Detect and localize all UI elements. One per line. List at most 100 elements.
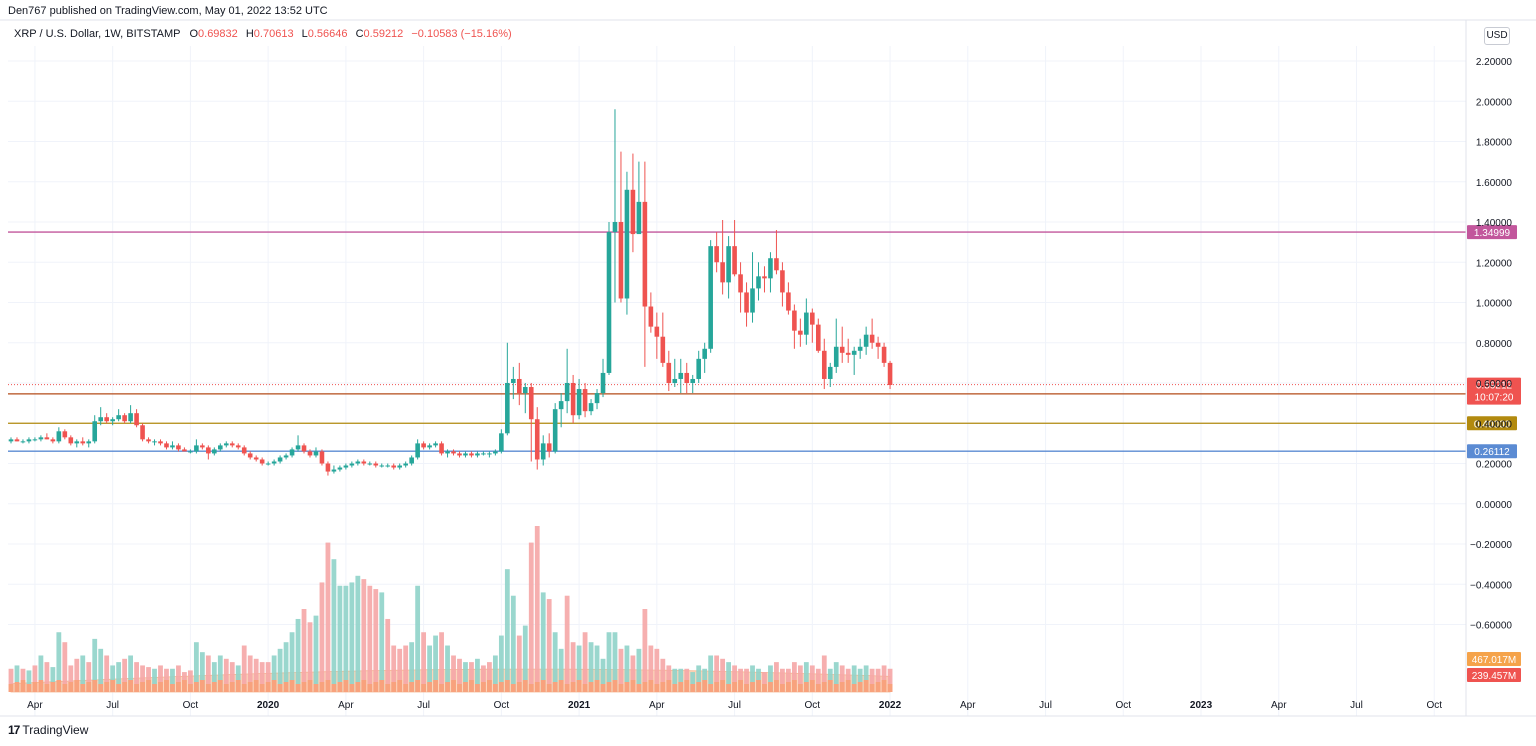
volume-bar-low	[50, 682, 56, 692]
volume-bar-low	[678, 682, 684, 692]
volume-bar-low	[528, 684, 534, 692]
candle-body	[379, 465, 385, 467]
price-tick-label: 1.00000	[1476, 299, 1513, 310]
time-tick-label: Jul	[417, 700, 430, 711]
volume-bar-low	[564, 684, 570, 692]
volume-bar-low	[498, 682, 504, 692]
volume-bar-low	[379, 680, 385, 692]
candles-layer	[8, 109, 893, 476]
volume-value-label: 239.457M	[1472, 671, 1516, 682]
candle-body	[833, 346, 839, 367]
candle-body	[367, 463, 373, 465]
volume-layer	[8, 526, 893, 693]
volume-bar	[582, 632, 588, 692]
candle-body	[277, 457, 283, 462]
volume-bar-low	[80, 684, 86, 692]
volume-bar	[672, 668, 678, 692]
volume-bar	[8, 668, 14, 692]
volume-bar	[355, 575, 361, 692]
volume-bar-low	[283, 682, 289, 692]
volume-bar-low	[26, 684, 32, 692]
candle-body	[146, 439, 151, 442]
volume-bar-low	[319, 682, 325, 692]
volume-bar-low	[445, 682, 450, 692]
volume-bar-low	[62, 684, 68, 692]
candle-body	[672, 378, 678, 383]
volume-bar	[857, 668, 863, 692]
candle-body	[552, 409, 558, 452]
candle-body	[642, 201, 648, 307]
volume-bar-low	[235, 680, 241, 692]
volume-bar-low	[786, 682, 791, 692]
candle-body	[816, 324, 821, 351]
candle-body	[403, 463, 408, 466]
currency-button[interactable]: USD	[1484, 27, 1510, 45]
volume-bar	[74, 658, 80, 692]
volume-bar	[451, 655, 456, 692]
volume-bar	[463, 662, 468, 692]
volume-bar	[552, 632, 558, 692]
volume-bar-low	[624, 682, 630, 692]
candle-body	[98, 417, 103, 422]
volume-bar-low	[546, 684, 552, 692]
candle-body	[612, 222, 618, 233]
candle-body	[720, 262, 725, 283]
candle-body	[14, 439, 20, 442]
level-price-label: 1.34999	[1474, 228, 1511, 239]
candle-body	[792, 310, 797, 331]
volume-bar	[654, 648, 660, 692]
candle-body	[475, 453, 480, 456]
volume-bar-low	[176, 682, 181, 692]
volume-bar-low	[325, 680, 331, 692]
price-tick-label: 2.00000	[1476, 97, 1513, 108]
volume-bar	[319, 582, 325, 692]
volume-bar	[313, 615, 319, 692]
level-price-tag	[1467, 225, 1517, 240]
candle-body	[122, 415, 127, 422]
volume-bar	[774, 662, 779, 692]
candle-body	[80, 441, 86, 444]
volume-bar	[92, 638, 98, 692]
volume-bar	[80, 655, 86, 692]
volume-bar-low	[391, 682, 397, 692]
volume-bar-low	[762, 684, 767, 692]
volume-bar	[176, 665, 181, 692]
candle-body	[762, 276, 767, 279]
volume-bar	[839, 665, 845, 692]
volume-bar	[98, 648, 104, 692]
legend-open-label: O	[189, 28, 199, 40]
volume-bar-low	[702, 680, 708, 692]
volume-bar	[259, 662, 265, 692]
legend-symbol: XRP / U.S. Dollar, 1W, BITSTAMP	[14, 28, 181, 40]
candle-body	[176, 445, 181, 450]
symbol-legend: XRP / U.S. Dollar, 1W, BITSTAMP O0.69832…	[14, 28, 517, 40]
level-price-label: 0.40000	[1474, 419, 1511, 430]
volume-bar	[564, 595, 570, 692]
volume-bar	[821, 655, 827, 692]
volume-bar-low	[827, 680, 833, 692]
volume-bar-low	[223, 684, 229, 692]
volume-bar	[714, 655, 720, 692]
candle-body	[331, 469, 337, 472]
volume-bar	[116, 662, 122, 692]
volume-bar	[253, 658, 259, 692]
candle-body	[684, 372, 690, 383]
volume-bar	[68, 665, 74, 692]
candle-body	[104, 417, 109, 422]
volume-bar-low	[558, 680, 564, 692]
level-price-label: 0.26112	[1474, 447, 1510, 458]
volume-bar-low	[768, 682, 773, 692]
volume-bar	[277, 648, 283, 692]
candle-body	[576, 389, 582, 416]
volume-bar	[750, 665, 755, 692]
candle-body	[74, 441, 80, 444]
candle-body	[385, 465, 391, 467]
candle-body	[325, 463, 331, 472]
tradingview-logo[interactable]: 17 TradingView	[8, 723, 88, 737]
volume-bar-low	[618, 684, 624, 692]
candle-body	[546, 443, 552, 452]
candle-body	[463, 453, 468, 456]
volume-bar-low	[696, 682, 702, 692]
time-tick-label: Apr	[27, 700, 43, 711]
